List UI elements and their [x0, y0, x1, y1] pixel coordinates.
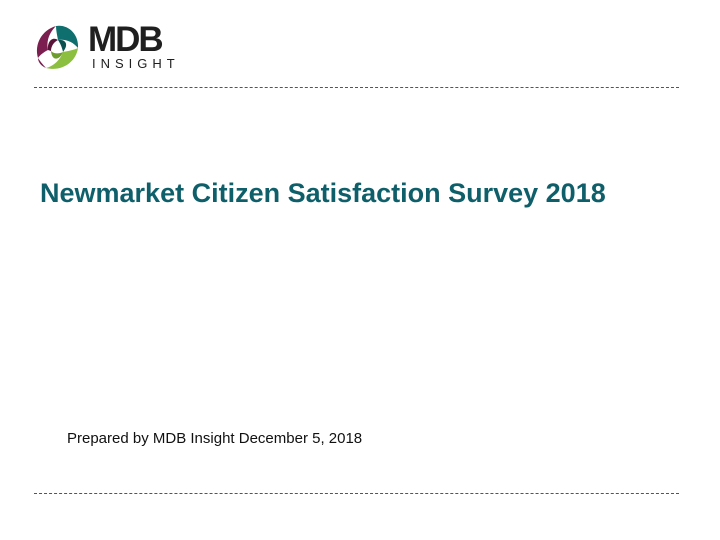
prepared-by-line: Prepared by MDB Insight December 5, 2018	[67, 430, 363, 447]
top-divider	[34, 87, 679, 88]
slide-title: Newmarket Citizen Satisfaction Survey 20…	[40, 178, 606, 208]
logo-subtext: INSIGHT	[92, 56, 180, 71]
bottom-divider	[34, 493, 679, 494]
logo-wordmark: MDB	[88, 20, 164, 59]
tri-swirl-logo-icon	[36, 25, 79, 69]
mdb-insight-logo: MDB INSIGHT	[32, 20, 175, 76]
